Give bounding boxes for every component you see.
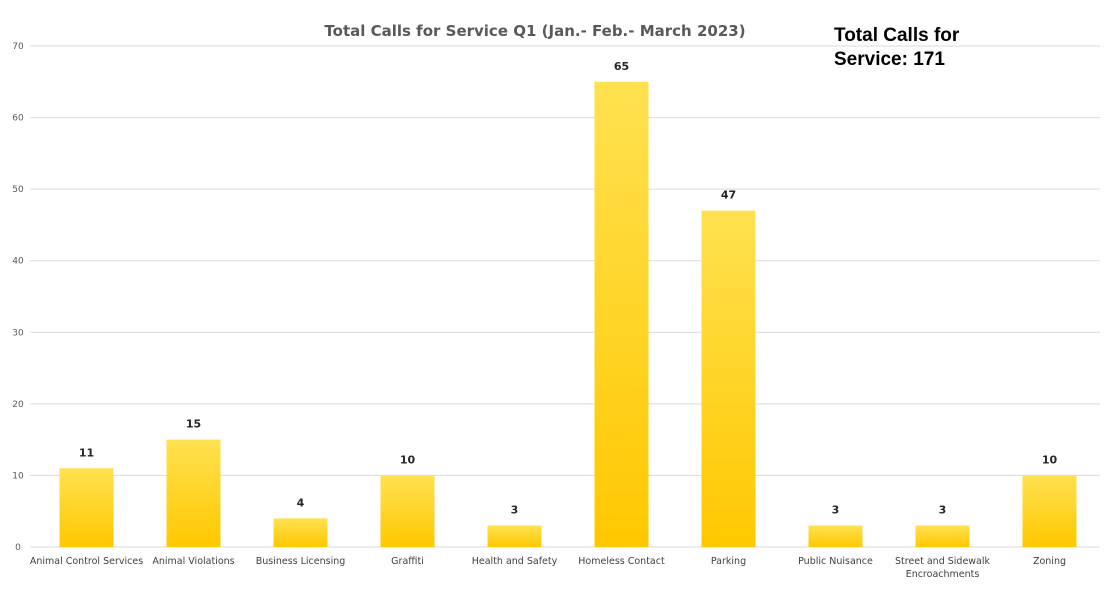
y-tick-label: 50 [12,185,24,195]
data-label: 3 [511,504,519,517]
y-tick-label: 0 [15,543,21,553]
bar-8 [915,525,970,547]
bar-9 [1022,475,1077,547]
x-tick-label: Animal Violations [152,556,234,567]
bar-6 [701,210,756,547]
x-tick-label: Parking [711,556,746,567]
x-tick-label: Business Licensing [256,556,346,567]
chart-title: Total Calls for Service Q1 (Jan.- Feb.- … [324,22,745,40]
y-tick-label: 20 [12,400,24,410]
y-tick-label: 40 [12,257,24,267]
x-tick-label: Homeless Contact [578,556,665,567]
bar-4 [487,525,542,547]
data-label: 3 [939,504,947,517]
x-axis-ticks: Animal Control Services Animal Violations… [30,556,1066,580]
bar-1 [166,439,221,547]
bar-5 [594,81,649,548]
data-label: 4 [297,496,305,509]
data-label: 47 [721,189,736,202]
total-calls-note-line2: Service: 171 [834,49,945,70]
total-calls-note: Total Calls for Service: 171 [834,24,959,72]
data-label: 65 [614,60,629,73]
x-tick-label: Animal Control Services [30,556,143,567]
bar-0 [59,468,114,547]
y-tick-label: 60 [12,114,24,124]
data-label: 3 [832,504,840,517]
x-tick-label: Zoning [1033,556,1066,567]
x-tick-label: Street and Sidewalk Encroachments [895,556,991,580]
bar-2 [273,518,328,547]
data-label: 11 [79,446,94,459]
y-tick-label: 10 [12,471,24,481]
x-tick-label: Health and Safety [472,556,558,567]
data-labels: 11 15 4 10 3 65 47 3 3 10 [79,60,1058,517]
y-tick-label: 70 [12,42,24,52]
total-calls-note-line1: Total Calls for [834,25,960,46]
x-tick-label: Graffiti [391,556,424,567]
y-axis-ticks: 0 10 20 30 40 50 60 70 [12,42,24,553]
bar-7 [808,525,863,547]
data-label: 10 [1042,453,1058,466]
bar-3 [380,475,435,547]
data-label: 10 [400,453,416,466]
data-label: 15 [186,418,201,431]
bars [59,81,1077,548]
y-tick-label: 30 [12,328,24,338]
x-tick-label: Public Nuisance [798,556,873,567]
